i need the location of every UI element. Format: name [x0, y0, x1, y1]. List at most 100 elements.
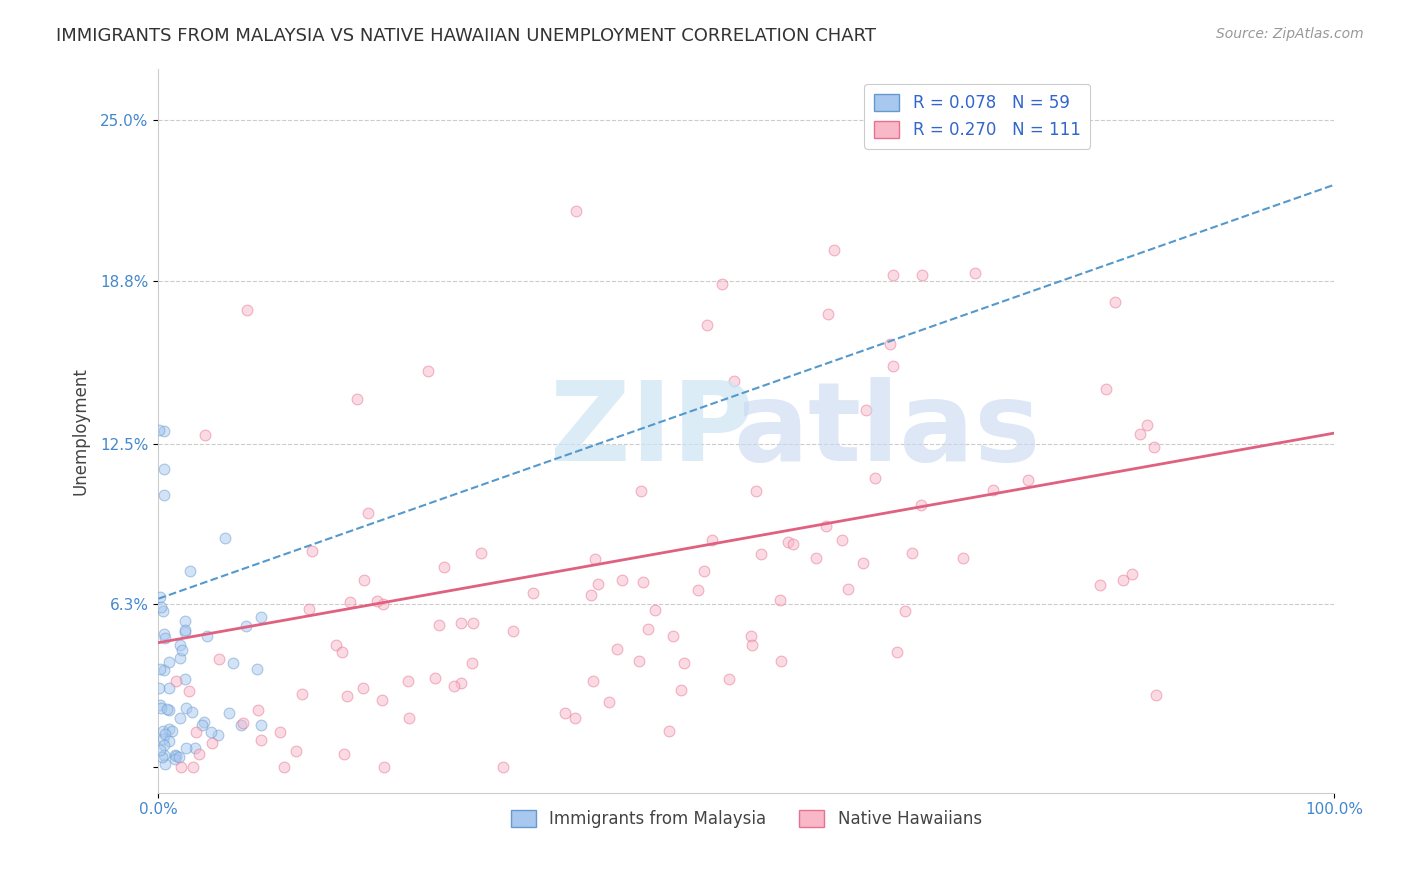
Point [1144, 688, 1167, 702]
Point [366, 594, 388, 608]
Point [301, 543, 323, 558]
Point [181, 760, 204, 774]
Point [952, 551, 974, 566]
Point [339, 595, 361, 609]
Point [1136, 417, 1159, 432]
Point [637, 622, 659, 636]
Point [273, 760, 295, 774]
Point [631, 575, 654, 590]
Point [693, 564, 716, 578]
Point [153, 747, 176, 762]
Point [911, 268, 934, 283]
Point [814, 519, 837, 533]
Point [250, 609, 273, 624]
Point [745, 484, 768, 499]
Point [207, 728, 229, 742]
Point [250, 718, 273, 732]
Point [201, 735, 224, 749]
Point [1088, 578, 1111, 592]
Point [1017, 473, 1039, 487]
Point [806, 550, 828, 565]
Point [235, 303, 257, 318]
Point [371, 597, 394, 611]
Point [150, 701, 173, 715]
Point [879, 336, 901, 351]
Point [450, 676, 472, 690]
Point [741, 638, 763, 652]
Point [174, 614, 197, 628]
Point [149, 662, 172, 676]
Point [149, 698, 172, 713]
Point [152, 604, 174, 618]
Point [723, 374, 745, 388]
Point [894, 604, 917, 618]
Point [863, 471, 886, 485]
Point [188, 747, 211, 762]
Point [157, 722, 180, 736]
Point [148, 423, 170, 437]
Point [564, 203, 586, 218]
Point [160, 724, 183, 739]
Point [165, 748, 187, 763]
Point [1129, 427, 1152, 442]
Point [155, 756, 177, 771]
Point [153, 663, 176, 677]
Point [416, 364, 439, 378]
Point [443, 680, 465, 694]
Point [195, 629, 218, 643]
Point [165, 752, 187, 766]
Point [740, 630, 762, 644]
Text: ZIP: ZIP [550, 377, 754, 484]
Point [169, 760, 191, 774]
Point [229, 718, 252, 732]
Point [218, 706, 240, 721]
Point [711, 277, 734, 292]
Point [461, 657, 484, 671]
Point [582, 673, 605, 688]
Point [855, 402, 877, 417]
Point [346, 392, 368, 407]
Point [564, 710, 586, 724]
Point [823, 243, 845, 257]
Point [901, 546, 924, 560]
Point [152, 732, 174, 747]
Point [831, 533, 853, 548]
Point [183, 741, 205, 756]
Point [882, 268, 904, 283]
Point [433, 560, 456, 574]
Point [232, 715, 254, 730]
Point [769, 593, 792, 607]
Point [157, 681, 180, 695]
Point [153, 727, 176, 741]
Point [214, 531, 236, 545]
Point [423, 671, 446, 685]
Point [1121, 566, 1143, 581]
Point [886, 645, 908, 659]
Point [470, 546, 492, 560]
Point [461, 616, 484, 631]
Point [981, 483, 1004, 498]
Point [585, 552, 607, 566]
Point [173, 672, 195, 686]
Point [1095, 382, 1118, 396]
Point [696, 318, 718, 332]
Point [169, 638, 191, 652]
Point [658, 723, 681, 738]
Point [159, 733, 181, 747]
Point [817, 307, 839, 321]
Text: atlas: atlas [734, 377, 1040, 484]
Text: IMMIGRANTS FROM MALAYSIA VS NATIVE HAWAIIAN UNEMPLOYMENT CORRELATION CHART: IMMIGRANTS FROM MALAYSIA VS NATIVE HAWAI… [56, 27, 876, 45]
Point [174, 623, 197, 637]
Point [169, 651, 191, 665]
Point [965, 266, 987, 280]
Point [169, 711, 191, 725]
Point [586, 577, 609, 591]
Point [150, 749, 173, 764]
Point [246, 662, 269, 676]
Legend: Immigrants from Malaysia, Native Hawaiians: Immigrants from Malaysia, Native Hawaiia… [503, 804, 988, 835]
Point [165, 748, 187, 763]
Point [150, 599, 173, 614]
Point [148, 681, 170, 695]
Point [179, 564, 201, 578]
Point [352, 681, 374, 696]
